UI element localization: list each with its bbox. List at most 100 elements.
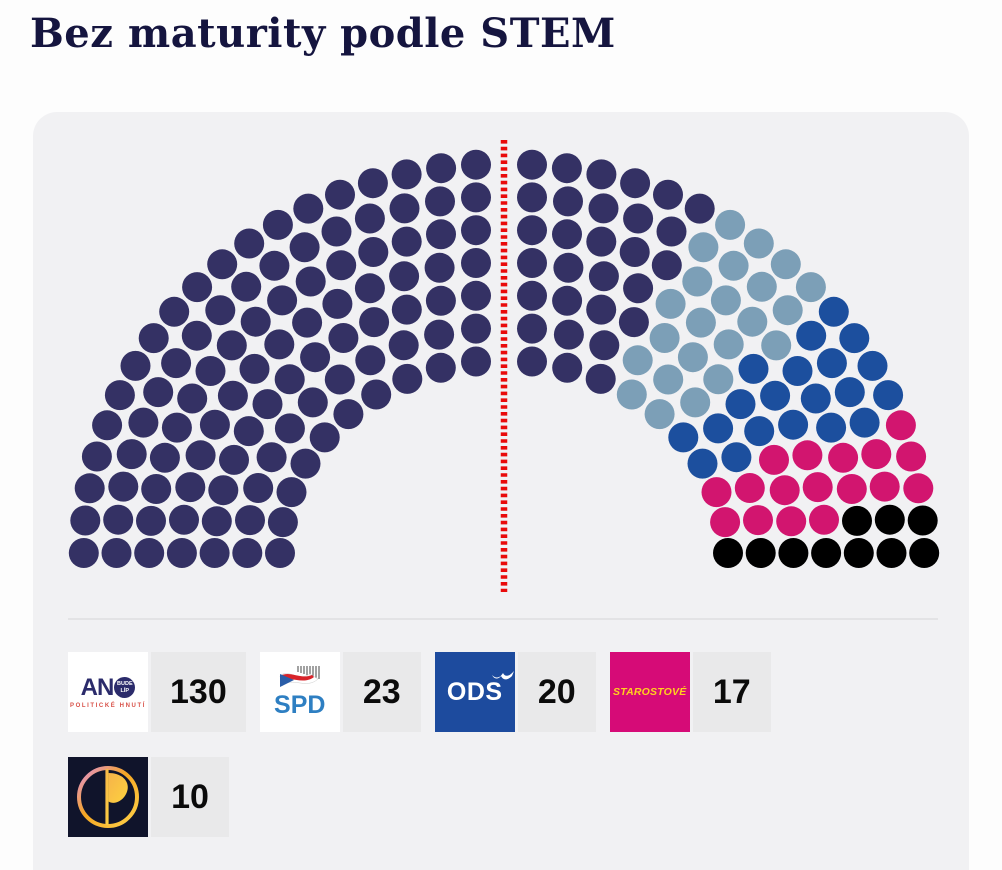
- seat-dot-ods: [839, 323, 870, 354]
- seat-dot-spd: [713, 329, 744, 360]
- pirati-logo-icon: [68, 757, 148, 837]
- ods-logo-text: ODS: [446, 677, 503, 706]
- seat-dot-ano: [553, 252, 584, 283]
- seat-dot-ano: [181, 320, 212, 351]
- seat-dot-spd: [677, 342, 708, 373]
- seat-dot-ano: [354, 203, 385, 234]
- seat-dot-piráti: [713, 538, 743, 568]
- seat-dot-ano: [585, 363, 616, 394]
- seat-dot-ano: [623, 203, 654, 234]
- seat-dot-ano: [199, 538, 230, 568]
- seat-dot-ano: [116, 439, 147, 470]
- seat-dot-ods: [703, 413, 734, 444]
- seat-dot-ano: [81, 441, 112, 472]
- page-title: Bez maturity podle STEM: [30, 10, 616, 57]
- seat-dot-ods: [744, 416, 775, 447]
- seat-dot-ano: [656, 216, 687, 247]
- seat-dot-ano: [182, 272, 213, 303]
- seat-dot-ano: [389, 193, 420, 224]
- seat-dot-spd: [718, 250, 749, 281]
- legend-item-spd: SPD 23: [259, 652, 421, 732]
- seat-dot-ano: [461, 280, 491, 311]
- seat-dot-ano: [293, 193, 324, 224]
- seat-dot-ano: [161, 348, 192, 379]
- seat-dot-ano: [461, 313, 491, 344]
- seat-dot-ods: [796, 320, 827, 351]
- seat-dot-spd: [680, 387, 711, 418]
- seat-dot-ano: [276, 477, 307, 508]
- seat-dot-ano: [424, 319, 455, 350]
- seat-dot-spd: [644, 399, 675, 430]
- seat-dot-ano: [426, 219, 456, 250]
- legend-item-pirati: 10: [68, 757, 229, 837]
- ano-badge-line1: BUDE: [117, 681, 133, 688]
- seat-dot-ano: [175, 472, 206, 503]
- seat-dot-ano: [201, 506, 232, 537]
- seat-dot-ano: [620, 168, 651, 199]
- seat-dot-piráti: [909, 538, 940, 568]
- seat-dot-spd: [737, 306, 768, 337]
- seat-dot-ano: [292, 307, 323, 338]
- seat-dot-spd: [770, 249, 801, 280]
- ano-badge: BUDE LÍP: [114, 677, 136, 698]
- seat-dot-ano: [552, 219, 582, 250]
- seat-dot-spd: [761, 330, 792, 361]
- seat-dot-piráti: [876, 538, 907, 568]
- seat-dot-ano: [391, 294, 422, 325]
- seat-dot-spd: [703, 364, 734, 395]
- seat-dot-ano: [517, 313, 547, 344]
- seat-dot-spd: [685, 307, 716, 338]
- seat-dot-ano: [239, 353, 270, 384]
- spd-logo-text: SPD: [274, 691, 326, 719]
- seat-dot-piráti: [778, 538, 809, 568]
- seat-dot-ods: [816, 348, 847, 379]
- seat-dot-ano: [355, 345, 386, 376]
- seat-dot-ano: [461, 248, 491, 278]
- seat-dot-ano: [392, 363, 423, 394]
- seat-dot-ods: [834, 377, 865, 408]
- seat-dot-ano: [290, 448, 321, 479]
- seat-dot-starostové: [828, 442, 859, 473]
- seat-dot-starostové: [776, 506, 807, 537]
- seat-dot-ano: [618, 307, 649, 338]
- seat-dot-ano: [141, 474, 172, 504]
- seat-dot-ano: [256, 442, 287, 473]
- seat-dot-ano: [326, 250, 357, 281]
- seat-dot-ano: [295, 266, 326, 297]
- seat-dot-ano: [195, 356, 226, 386]
- seat-dot-starostové: [885, 410, 916, 441]
- seat-dot-ods: [725, 389, 756, 420]
- seat-dot-ano: [425, 352, 456, 383]
- seat-dot-ano: [623, 273, 654, 304]
- seat-dot-ano: [586, 226, 617, 257]
- seat-dot-ano: [391, 159, 422, 190]
- seat-dot-spd: [715, 209, 746, 240]
- seat-dot-ano: [134, 538, 165, 568]
- seat-dot-ano: [177, 383, 208, 414]
- seat-dot-spd: [688, 232, 719, 263]
- seat-dot-ano: [358, 237, 389, 267]
- seat-dot-ods: [721, 442, 752, 473]
- seat-dot-ods: [687, 448, 718, 479]
- seat-dot-starostové: [743, 505, 773, 536]
- seat-dot-ano: [552, 285, 583, 316]
- seat-dot-spd: [622, 345, 653, 376]
- seat-dot-starostové: [792, 440, 823, 471]
- seat-dot-ano: [138, 323, 169, 354]
- seat-dot-starostové: [769, 475, 800, 506]
- seat-dot-ods: [816, 412, 847, 443]
- seat-dot-ano: [159, 296, 190, 327]
- seat-dot-ano: [553, 319, 584, 350]
- seat-dot-ano: [234, 228, 265, 259]
- seat-dot-ano: [551, 153, 582, 184]
- seat-dot-ano: [517, 280, 547, 311]
- seat-count-pirati: 10: [151, 757, 229, 837]
- seat-dot-spd: [616, 379, 647, 410]
- seat-dot-ano: [359, 307, 390, 338]
- seat-dot-ano: [425, 186, 455, 217]
- seat-dot-ano: [333, 399, 364, 430]
- seat-dot-ano: [70, 505, 101, 536]
- seat-dot-starostové: [861, 439, 892, 470]
- seat-count-ano: 130: [151, 652, 246, 732]
